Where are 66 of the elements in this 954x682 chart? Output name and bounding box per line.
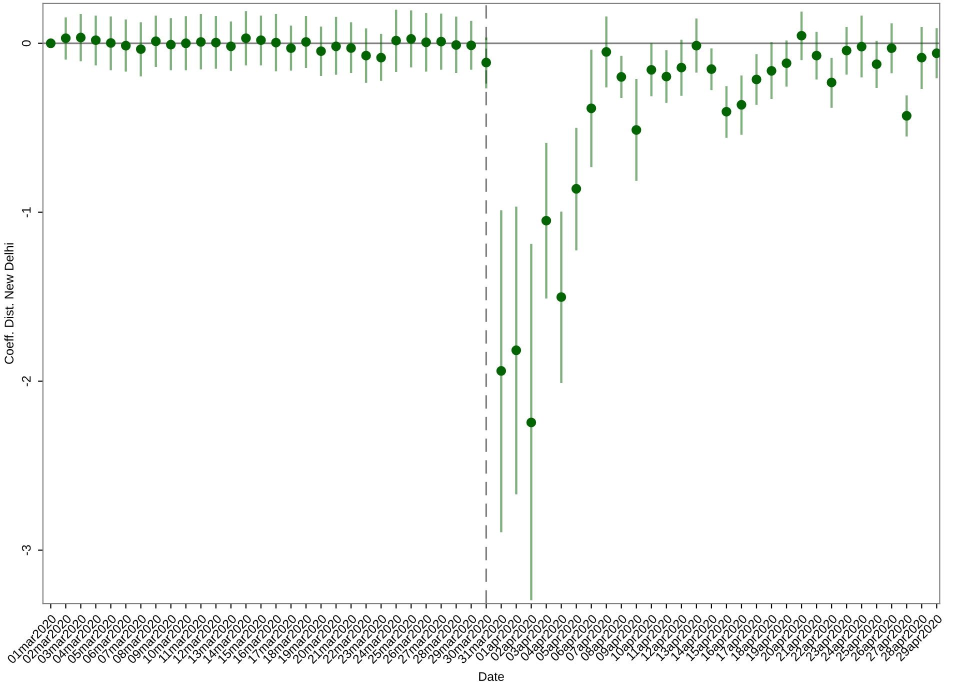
- point: [120, 40, 131, 51]
- y-tick-label: 0: [22, 40, 31, 46]
- point: [856, 42, 866, 52]
- point: [346, 43, 356, 53]
- y-axis-title: Coeff. Dist. New Delhi: [4, 243, 14, 364]
- y-tick-label: -2: [22, 376, 31, 386]
- point: [466, 40, 476, 50]
- point: [932, 48, 940, 58]
- point: [211, 38, 221, 48]
- point: [766, 66, 776, 76]
- y-tick-label: -1: [22, 207, 31, 218]
- point: [136, 44, 146, 54]
- point: [692, 40, 702, 51]
- point: [361, 50, 371, 60]
- y-tick-label: -3: [22, 545, 31, 556]
- point: [916, 52, 927, 63]
- point: [76, 32, 86, 42]
- point: [872, 59, 882, 70]
- point: [752, 74, 762, 84]
- point: [481, 58, 492, 68]
- point: [226, 41, 236, 52]
- point: [271, 38, 281, 48]
- point: [662, 72, 672, 82]
- point: [241, 33, 251, 44]
- point: [256, 35, 266, 46]
- point: [406, 34, 416, 44]
- point: [886, 43, 896, 54]
- point: [316, 46, 326, 56]
- point: [150, 36, 161, 46]
- point: [166, 40, 176, 50]
- point: [196, 37, 206, 47]
- point: [181, 38, 191, 48]
- point: [842, 46, 852, 56]
- x-axis-title: Date: [479, 672, 504, 681]
- point: [526, 418, 536, 428]
- point: [376, 52, 386, 63]
- point: [421, 37, 431, 48]
- point: [706, 64, 716, 74]
- point: [571, 184, 582, 194]
- point: [722, 106, 732, 117]
- point: [902, 110, 912, 121]
- point: [496, 366, 506, 376]
- point: [511, 345, 522, 356]
- point: [451, 40, 462, 50]
- point: [286, 43, 296, 54]
- point: [301, 37, 311, 47]
- point: [46, 38, 56, 48]
- point: [736, 100, 746, 110]
- point: [616, 72, 626, 82]
- point: [796, 30, 806, 41]
- point: [676, 62, 686, 72]
- point: [331, 41, 341, 52]
- point: [391, 36, 401, 46]
- point: [586, 103, 596, 114]
- point: [601, 47, 612, 57]
- point: [436, 36, 446, 46]
- point: [90, 35, 101, 46]
- point: [632, 125, 642, 135]
- point: [646, 64, 656, 75]
- point: [60, 33, 71, 44]
- point: [782, 58, 792, 68]
- point: [826, 78, 836, 88]
- point: [541, 216, 552, 226]
- point: [106, 38, 116, 48]
- point: [556, 292, 566, 302]
- point: [812, 50, 822, 60]
